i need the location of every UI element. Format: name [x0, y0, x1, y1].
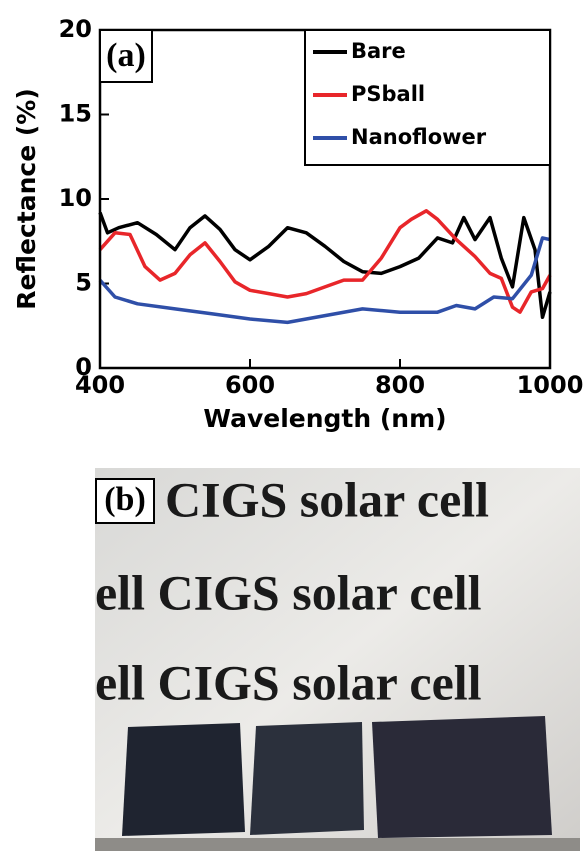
data-line — [98, 236, 551, 325]
photo: CIGS solar cell ell CIGS solar cell ell … — [95, 468, 580, 851]
photo-text: CIGS solar cell — [165, 471, 489, 527]
x-tick-label: 600 — [225, 371, 275, 399]
x-axis-label: Wavelength (nm) — [203, 404, 446, 433]
photo-text: ell CIGS solar cell — [95, 654, 482, 710]
panel-label: (b) — [104, 481, 146, 518]
legend-label: Nanoflower — [351, 125, 487, 149]
solar-cell — [122, 723, 245, 836]
legend-label: Bare — [351, 39, 406, 63]
y-tick-label: 0 — [75, 353, 92, 381]
y-tick-label: 10 — [59, 184, 92, 212]
y-axis-label: Reflectance (%) — [12, 88, 41, 310]
y-tick-label: 5 — [75, 269, 92, 297]
x-tick-label: 1000 — [517, 371, 584, 399]
legend-label: PSball — [351, 82, 425, 106]
data-line — [98, 209, 552, 314]
x-tick-label: 400 — [75, 371, 125, 399]
solar-cell — [372, 716, 552, 838]
x-tick-label: 800 — [375, 371, 425, 399]
y-tick-label: 15 — [59, 100, 92, 128]
photo-text: ell CIGS solar cell — [95, 564, 482, 620]
panel-label: (a) — [106, 37, 146, 74]
panel-label-box — [95, 478, 155, 524]
solar-cell — [250, 722, 364, 835]
y-tick-label: 20 — [59, 15, 92, 43]
panel-label-box — [99, 29, 153, 83]
data-line — [98, 211, 552, 320]
table-surface — [95, 838, 580, 851]
